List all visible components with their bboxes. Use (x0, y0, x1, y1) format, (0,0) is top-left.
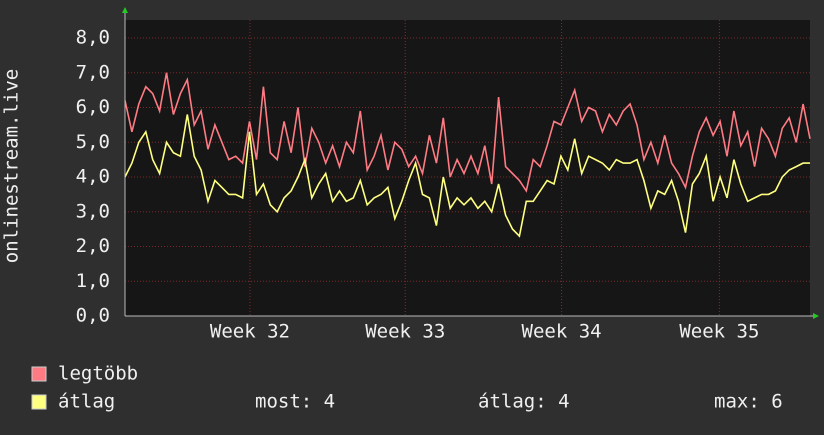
y-tick-label: 7,0 (76, 61, 110, 83)
grid (125, 20, 810, 317)
series-line (124, 114, 810, 238)
stat-max: max: 6 (714, 391, 783, 413)
y-tick-label: 6,0 (76, 96, 110, 118)
y-tick-label: 0,0 (76, 305, 110, 327)
y-tick-label: 4,0 (76, 166, 110, 188)
stat-current: most: 4 (255, 391, 335, 413)
x-arrow (813, 313, 819, 319)
legend-label: legtöbb (58, 363, 138, 385)
y-tick-label: 2,0 (76, 235, 110, 257)
y-tick-label: 1,0 (76, 270, 110, 292)
y-axis-label: onlinestream.live (1, 69, 23, 263)
legend-swatch (31, 366, 47, 382)
plot-area (125, 20, 810, 316)
x-tick-label: Week 34 (522, 321, 602, 343)
y-tick-label: 8,0 (76, 27, 110, 49)
lines (124, 72, 811, 238)
stat-average: átlag: 4 (478, 391, 570, 413)
x-tick-label: Week 35 (679, 321, 759, 343)
legend-label: átlag (58, 391, 115, 413)
y-arrow (122, 7, 128, 13)
legend: legtöbb átlag (31, 363, 138, 413)
y-tick-label: 5,0 (76, 131, 110, 153)
legend-swatch (31, 394, 47, 410)
y-tick-label: 3,0 (76, 200, 110, 222)
x-tick-label: Week 32 (210, 321, 290, 343)
series-line (124, 72, 811, 193)
x-tick-label: Week 33 (365, 321, 445, 343)
